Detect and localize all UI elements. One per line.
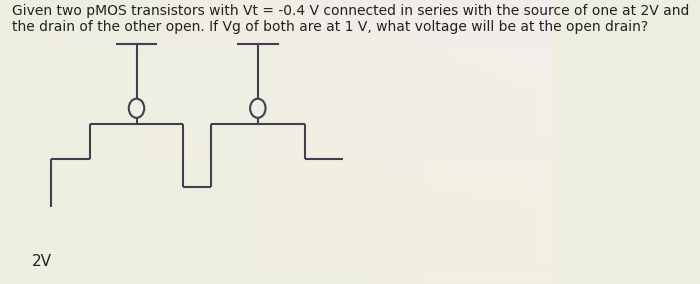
Text: Given two pMOS transistors with Vt = -0.4 V connected in series with the source : Given two pMOS transistors with Vt = -0.… xyxy=(13,4,690,34)
Text: 2V: 2V xyxy=(32,254,52,269)
